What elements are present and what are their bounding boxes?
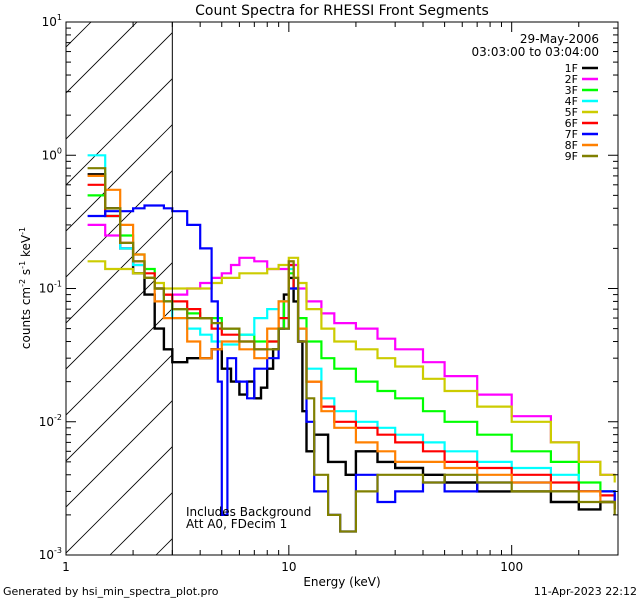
time-range-label: 03:03:00 to 03:04:00 xyxy=(472,45,599,59)
footer-date: 11-Apr-2023 22:12 xyxy=(534,585,637,598)
x-tick-label: 1 xyxy=(62,560,70,574)
hatch-line xyxy=(66,446,173,554)
note-background: Includes Background xyxy=(186,505,311,519)
chart-title: Count Spectra for RHESSI Front Segments xyxy=(195,3,489,19)
hatched-region xyxy=(0,0,640,555)
hatch-line xyxy=(432,0,640,555)
legend-label-9f: 9F xyxy=(565,150,578,163)
series-line-9f xyxy=(87,167,616,533)
legend-label-3f: 3F xyxy=(565,84,578,97)
x-tick-label: 100 xyxy=(500,560,523,574)
hatch-line xyxy=(570,0,640,555)
series-line-3f xyxy=(87,194,615,493)
hatch-line xyxy=(616,0,640,555)
series-line-5f xyxy=(87,256,616,483)
xlabel: Energy (keV) xyxy=(303,575,380,589)
y-tick-label: 10-2 xyxy=(39,413,62,429)
hatch-line xyxy=(340,0,640,555)
footer-generated: Generated by hsi_min_spectra_plot.pro xyxy=(3,585,219,598)
y-tick-label: 10-1 xyxy=(39,280,62,296)
hatch-line xyxy=(66,170,173,278)
legend-label-4f: 4F xyxy=(565,95,578,108)
series-layer xyxy=(87,154,616,533)
series-line-6f xyxy=(87,183,616,502)
hatch-line xyxy=(524,0,640,555)
hatch-line xyxy=(66,308,173,416)
hatch-line xyxy=(0,0,112,555)
y-tick-label: 100 xyxy=(42,146,62,162)
hatch-line xyxy=(478,0,640,555)
hatch-line xyxy=(109,492,173,555)
ylabel: counts cm-2 s-1 keV-1 xyxy=(18,227,33,349)
y-tick-label: 101 xyxy=(42,13,62,29)
hatch-line xyxy=(66,22,138,94)
hatch-line xyxy=(66,32,173,140)
y-tick-label: 10-3 xyxy=(39,546,62,562)
series-line-8f xyxy=(87,174,616,510)
x-tick-label: 10 xyxy=(281,560,296,574)
date-label: 29-May-2006 xyxy=(520,32,599,46)
legend-label-5f: 5F xyxy=(565,106,578,119)
hatch-line xyxy=(66,400,173,508)
legend-label-2f: 2F xyxy=(565,73,578,86)
legend-label-8f: 8F xyxy=(565,139,578,152)
legend-label-6f: 6F xyxy=(565,117,578,130)
legend-label-7f: 7F xyxy=(565,128,578,141)
hatch-line xyxy=(0,0,66,555)
hatch-line xyxy=(66,354,173,462)
axes: 1 10 100 10-3 10-2 10-1 100 101 xyxy=(39,13,619,574)
legend-label-1f: 1F xyxy=(565,62,578,75)
note-attenuator: Att A0, FDecim 1 xyxy=(186,517,287,531)
hatch-line xyxy=(248,0,640,555)
